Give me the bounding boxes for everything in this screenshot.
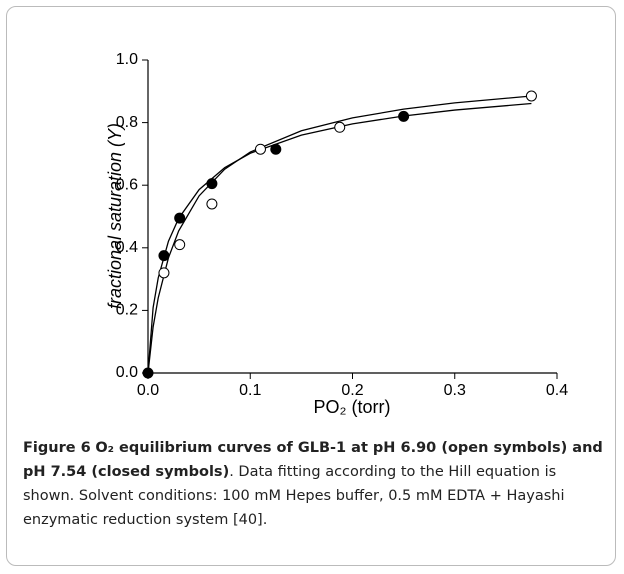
caption-label: Figure 6 <box>23 440 91 456</box>
x-axis-label: PO₂ (torr) <box>314 397 391 417</box>
y-tick-label: 0.8 <box>116 114 138 131</box>
data-point <box>206 198 218 210</box>
x-tick-label: 0.0 <box>137 382 159 399</box>
y-tick-label: 1.0 <box>116 51 138 68</box>
data-point <box>174 239 186 251</box>
data-point <box>270 143 282 155</box>
caption: Figure 6 O₂ equilibrium curves of GLB-1 … <box>23 436 603 532</box>
data-point <box>254 143 266 155</box>
x-tick-label: 0.4 <box>546 382 568 399</box>
caption-title: O₂ equilibrium curves of GLB-1 at pH 6.9… <box>23 440 603 480</box>
data-point <box>158 267 170 279</box>
y-tick-label: 0.4 <box>116 239 138 256</box>
caption-text: . Data fitting according to the Hill equ… <box>23 464 565 528</box>
y-tick-label: 0.6 <box>116 176 138 193</box>
chart: PO₂ (torr) fractional saturation (Y) 0.0… <box>105 51 568 417</box>
data-point <box>142 367 154 379</box>
fit-curve <box>147 95 532 374</box>
data-point <box>525 90 537 102</box>
data-point <box>158 250 170 262</box>
x-tick-label: 0.1 <box>239 382 261 399</box>
y-tick-label: 0.0 <box>116 364 138 381</box>
x-tick-label: 0.2 <box>341 382 363 399</box>
data-point <box>206 178 218 190</box>
data-point <box>334 121 346 133</box>
fit-curve <box>147 102 532 374</box>
figure-frame <box>6 6 616 566</box>
y-tick-label: 0.2 <box>116 302 138 319</box>
data-point <box>174 212 186 224</box>
x-tick-label: 0.3 <box>444 382 466 399</box>
y-axis-label: fractional saturation (Y) <box>105 123 125 309</box>
data-point <box>398 110 410 122</box>
